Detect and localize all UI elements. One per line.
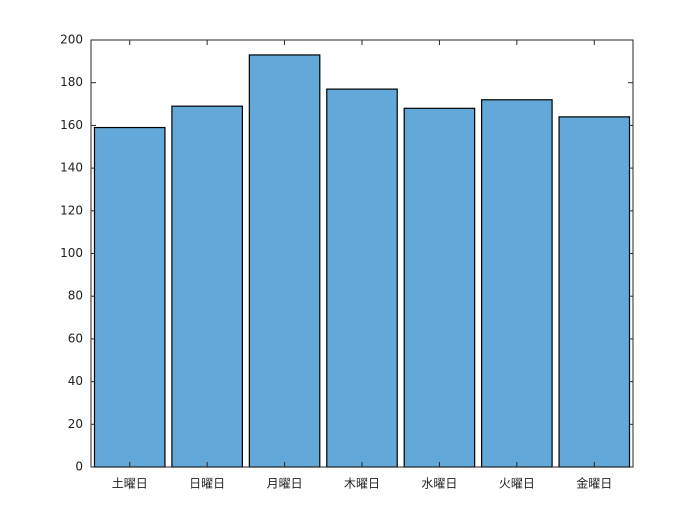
y-tick-label: 200 — [60, 33, 83, 47]
x-tick-label: 水曜日 — [421, 477, 457, 491]
x-tick-label: 日曜日 — [189, 477, 225, 491]
y-tick-label: 120 — [60, 203, 83, 217]
y-tick-label: 140 — [60, 161, 83, 175]
bar — [558, 116, 631, 468]
x-tick-label: 土曜日 — [112, 477, 148, 491]
y-tick-label: 20 — [68, 417, 83, 431]
bar — [326, 88, 398, 468]
y-tick-label: 40 — [68, 374, 83, 388]
bar — [93, 126, 166, 468]
y-tick-label: 160 — [60, 118, 83, 132]
bar — [248, 54, 321, 468]
y-tick-label: 100 — [60, 246, 83, 260]
plot-frame — [90, 39, 634, 468]
y-tick-label: 180 — [60, 75, 83, 89]
x-tick-label: 月曜日 — [267, 477, 303, 491]
x-tick-label: 金曜日 — [576, 476, 612, 491]
x-tick-label: 火曜日 — [499, 477, 535, 491]
y-tick-label: 0 — [75, 460, 83, 474]
x-tick-label: 木曜日 — [344, 477, 380, 491]
bar — [481, 99, 553, 468]
y-tick-label: 60 — [68, 331, 83, 345]
bar — [171, 105, 243, 468]
bar — [403, 107, 476, 468]
y-tick-label: 80 — [68, 289, 83, 303]
